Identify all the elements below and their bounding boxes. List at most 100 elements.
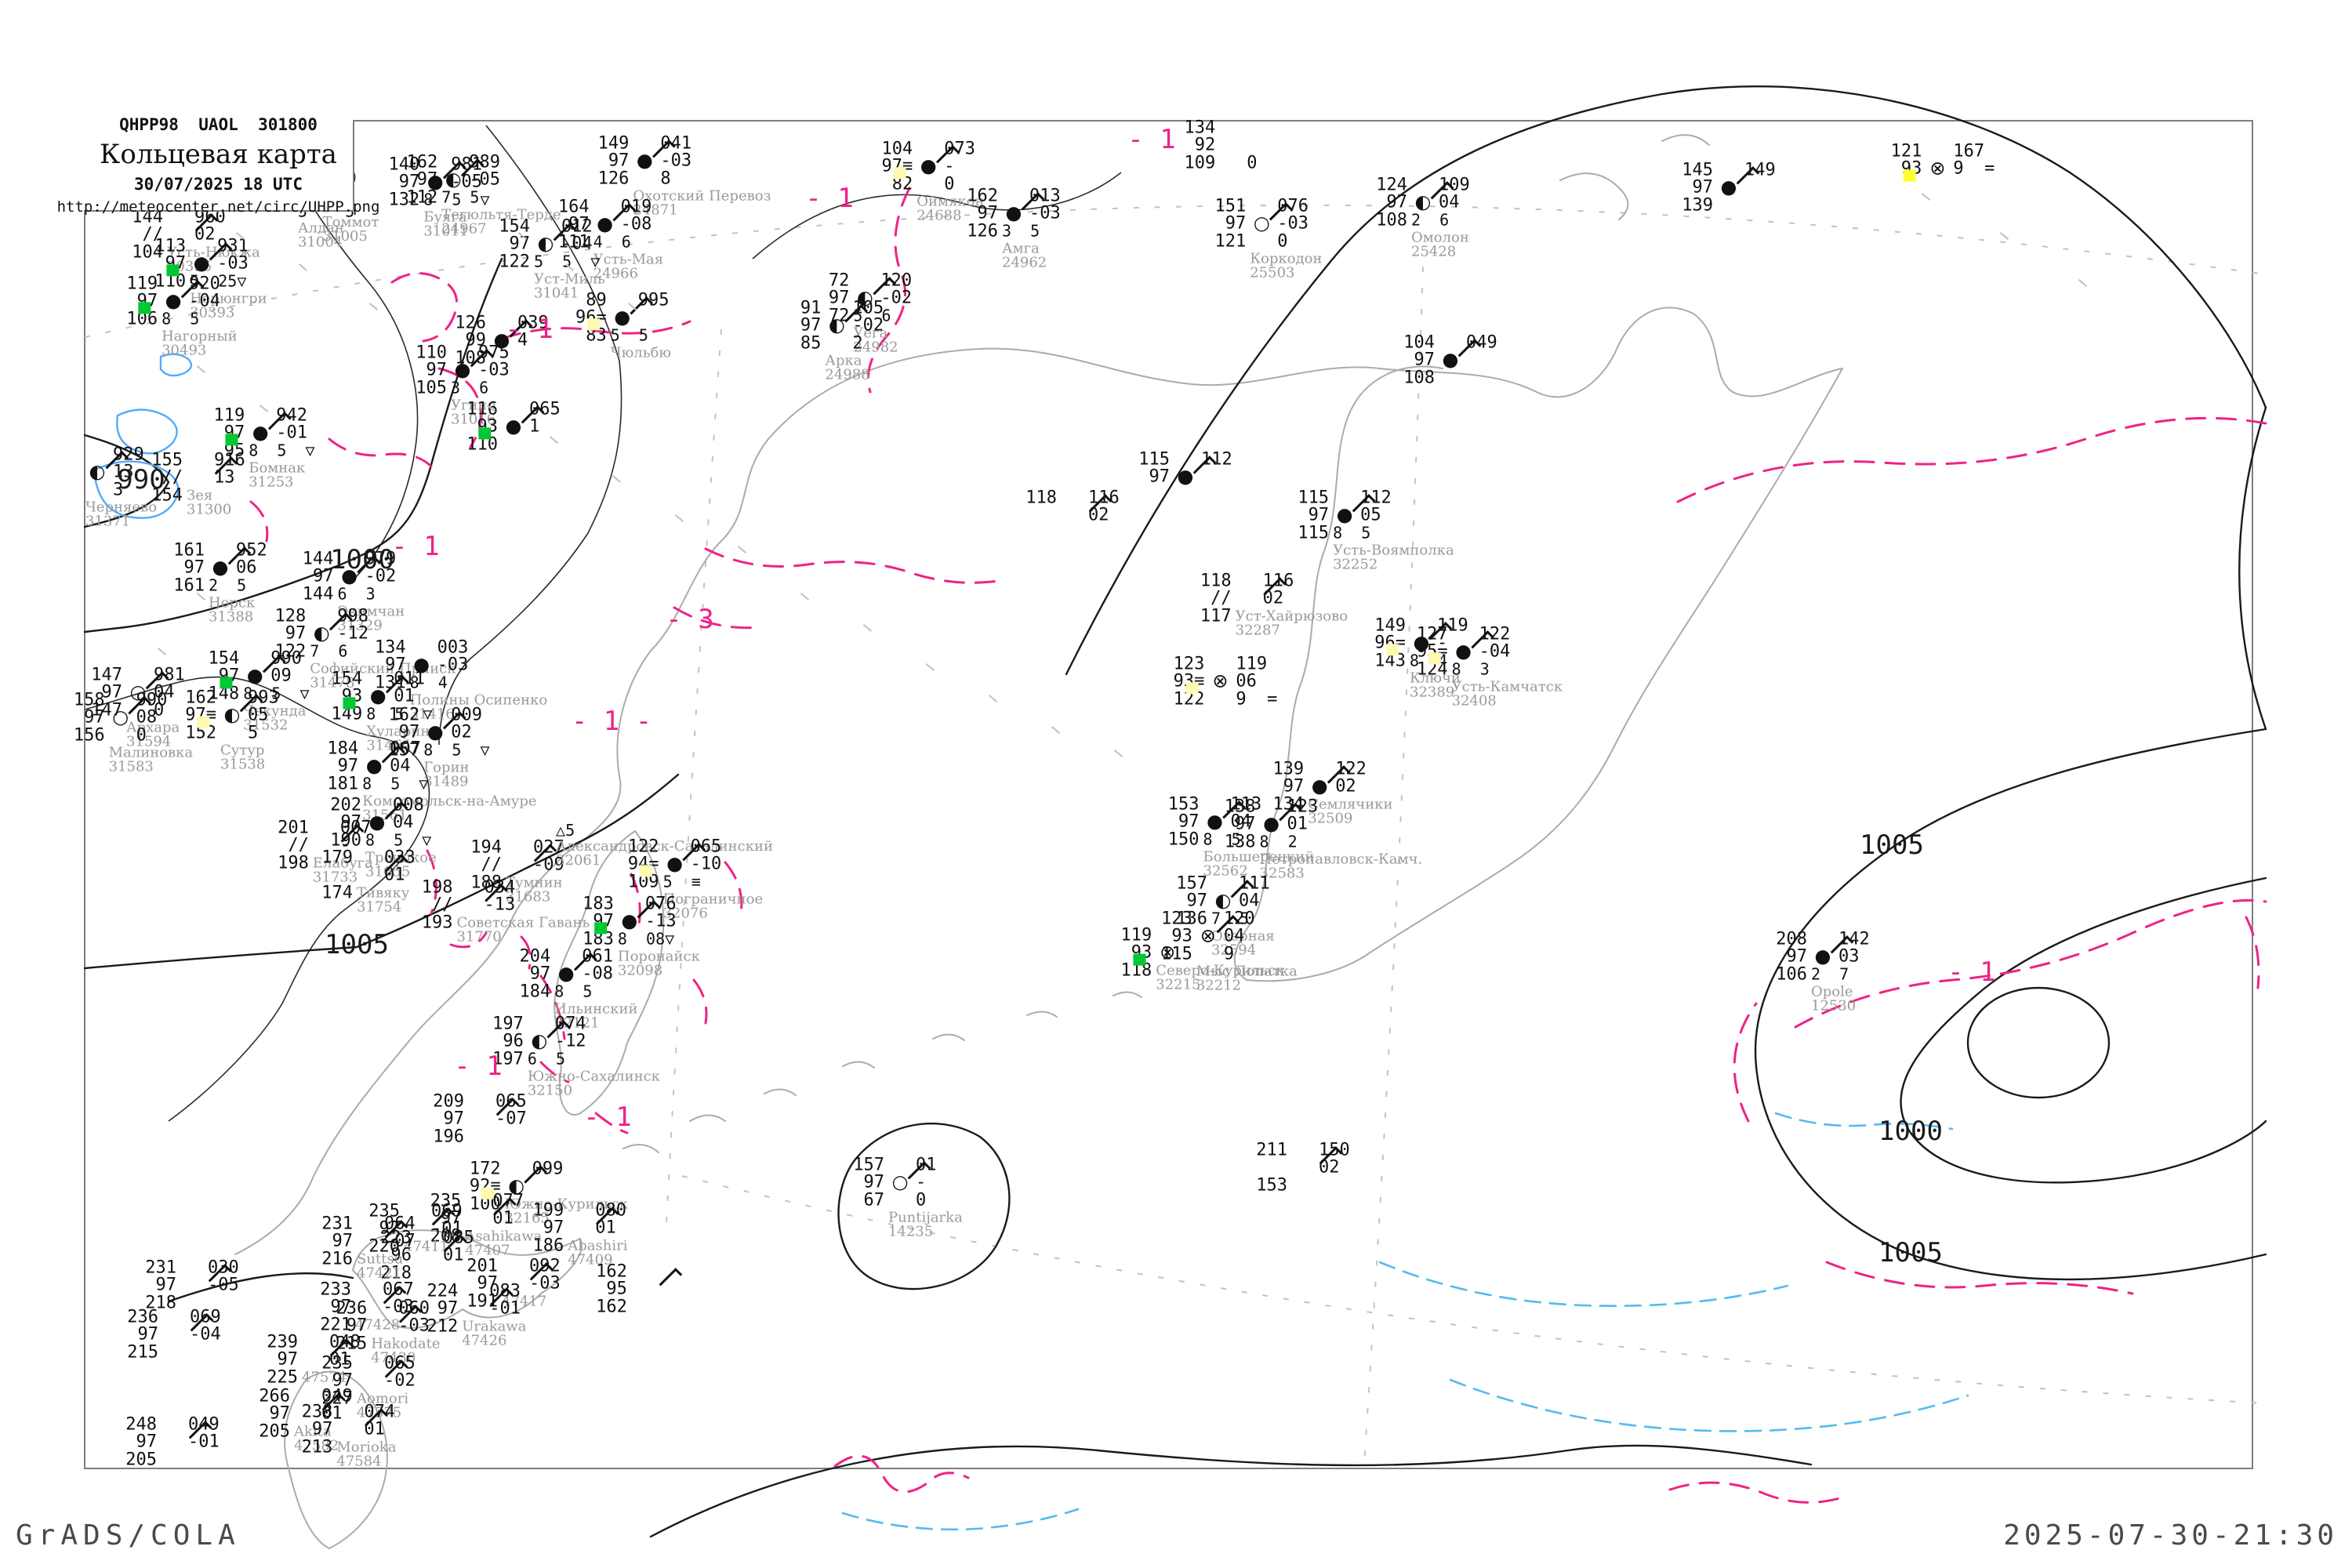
station-humidity: // (1210, 589, 1232, 608)
coastline-paths (234, 134, 1843, 1550)
station-name-label: Северо-Курильск 32215 (1156, 962, 1285, 993)
station-codes: 9 = (1953, 159, 1995, 179)
station-plot-24962: 162 013 97 ● -03 126 3 5 Амга 24962 (967, 187, 1061, 270)
station-wx-codes: 8 5 ▽ (243, 684, 310, 703)
station-dewpoint: 108 (1376, 210, 1407, 230)
graticule-tick (737, 546, 747, 554)
station-plot-31388: 161 952 97 ● 06 161 2 5 Норск 31388 (173, 541, 267, 626)
station-name-label: Бомнак 31253 (249, 459, 306, 491)
station-humidity: 97 (385, 655, 406, 675)
station-dewpoint: 132 (388, 190, 420, 210)
station-humidity: 97 (137, 1324, 159, 1345)
station-dewpoint: 218 (145, 1293, 176, 1313)
station-humidity: 97 (1308, 505, 1330, 525)
station-dewpoint: 122 (499, 252, 530, 272)
station-temperature: 209 (433, 1091, 464, 1112)
station-humidity: 97 (136, 1432, 158, 1452)
station-dewpoint: 121 (1214, 231, 1247, 252)
front-paths (249, 187, 2267, 1504)
station-plot-31329: 144 979 97 ● -02 144 6 3 Экимчан 31329 (303, 550, 405, 633)
station-dewpoint: 126 (597, 169, 630, 189)
station-plot-25503: 151 076 97 ○ -03 121 0 Коркодон 25503 (1214, 197, 1322, 280)
station-plot: 123 119 93≡ ⊗ 06 122 9 = (1174, 655, 1278, 708)
station-temperature: 231 (145, 1258, 176, 1278)
station-dewpoint: 156 (73, 725, 105, 746)
graticule-tick (1051, 726, 1061, 734)
station-pressure: 929 (112, 445, 144, 465)
front-anomaly-label: - 1 (505, 314, 554, 345)
station-name-label: Поронайск 32098 (617, 948, 700, 979)
station-symbol: ● (225, 412, 287, 446)
station-tendency: -03 (1029, 203, 1061, 223)
station-temperature: 128 (274, 606, 307, 626)
station-tendency: 09 (270, 666, 292, 686)
station-temperature: 118 (1025, 488, 1057, 508)
station-name-label: Сутур 31538 (220, 742, 266, 773)
station-plot-32583: 138 123 97 ● 01 138 8 2 Петропавловск-Камч. 325… (1225, 797, 1422, 880)
station-tendency: 01 (384, 866, 405, 885)
isobar-label-1005: 1005 (1860, 829, 1924, 861)
station-temperature: 202 (330, 795, 362, 815)
station-codes: 5 (248, 723, 259, 743)
station-temperature: 208 (1776, 929, 1807, 949)
station-tendency: 01 (394, 686, 415, 706)
station-name-label: Уст-Миль 31041 (533, 270, 605, 302)
station-plot-32165: 172 099 92≡ ◐ 100 Южно-Курильск 32165 (469, 1159, 628, 1226)
station-tendency: - (944, 156, 955, 176)
station-humidity: 97 (285, 623, 307, 644)
station-plot: 21115002153 (1256, 1140, 1350, 1194)
station-plot: 162 95 162 (596, 1262, 677, 1316)
station-tendency: 02 (1088, 506, 1109, 525)
station-wx-codes: 2 7 (1811, 964, 1849, 984)
station-tendency: -10 (690, 854, 722, 874)
station-dewpoint: 161 (173, 575, 205, 596)
station-temperature: 211 (1256, 1140, 1287, 1160)
station-temperature: 179 (321, 848, 353, 868)
station-name-label: 47411 (404, 1238, 449, 1255)
station-plot-32509: 139 122 97 ● 02 134 Семлячики 32509 (1272, 760, 1392, 826)
station-symbol: ● (1006, 192, 1040, 223)
station-plot: 115 112 97 ● (1138, 451, 1232, 487)
station-name-label: Норск 31388 (209, 594, 256, 626)
station-wx-codes: 2 6 (1411, 210, 1450, 230)
station-humidity: 97 (828, 288, 850, 308)
station-name-label: Asahikawa 47407 (465, 1228, 543, 1259)
station-temperature: 235 (321, 1353, 353, 1374)
station-wx-codes: 7 5 (441, 187, 480, 207)
station-humidity: 97 (311, 1420, 333, 1439)
station-dewpoint: 106 (1776, 964, 1807, 985)
precip-mark (1133, 954, 1146, 966)
station-temperature: 172 (469, 1159, 501, 1179)
station-name-label: Троицкое 31655 (365, 849, 437, 880)
station-humidity: 97 (183, 557, 205, 578)
station-dewpoint: 197 (492, 1049, 524, 1069)
station-tendency: 04 (390, 756, 411, 776)
station-symbol: ⊗ (1185, 672, 1228, 695)
station-humidity: // (431, 895, 453, 915)
station-tendency: -12 (554, 1031, 586, 1051)
station-symbol: ● (341, 555, 376, 586)
station-wx-codes: 7 6 (310, 641, 348, 661)
station-temperature: 235 (368, 1201, 400, 1221)
station-temperature: 144 (132, 207, 163, 227)
station-tendency: -02 (365, 566, 397, 586)
graticule-tick (612, 475, 622, 483)
station-name-label: Буяга 31011 (423, 209, 469, 240)
station-symbol: ◐ (89, 451, 124, 481)
station-tendency: 02 (194, 225, 216, 245)
station-plot: 2230859601218 (380, 1229, 474, 1282)
station-name-label: Горин 31489 (423, 759, 470, 790)
station-plot-30493: 119 920 97 ● -04 106 8 5 Нагорный 30493 (126, 274, 237, 358)
station-humidity: // (288, 836, 309, 855)
station-temperature: 123 (1173, 654, 1205, 674)
station-codes: 0 (1277, 231, 1288, 252)
station-tendency: -03 (383, 1297, 414, 1317)
station-dewpoint: 183 (583, 929, 614, 949)
station-tendency: 02 (451, 722, 472, 742)
station-temperature: 118 (1200, 571, 1232, 591)
station-tendency: -05 (469, 169, 500, 190)
station-tendency: - (915, 1172, 927, 1192)
station-symbol: ○ (112, 696, 147, 727)
